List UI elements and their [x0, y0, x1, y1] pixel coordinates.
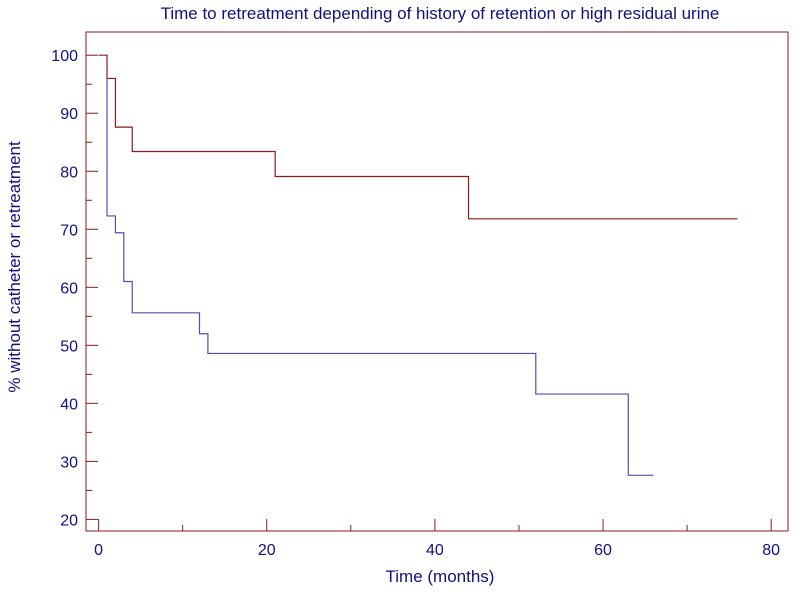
y-tick-label: 90 — [60, 106, 78, 123]
plot-frame — [85, 31, 789, 532]
y-tick-label: 60 — [60, 280, 78, 297]
y-tick-label: 70 — [60, 222, 78, 239]
y-tick-label: 80 — [60, 164, 78, 181]
x-axis-label: Time (months) — [385, 567, 495, 586]
y-tick-label: 50 — [60, 338, 78, 355]
x-tick-label: 20 — [258, 542, 276, 559]
chart-title: Time to retreatment depending of history… — [160, 4, 720, 23]
y-tick-label: 20 — [60, 512, 78, 529]
x-tick-label: 40 — [426, 542, 444, 559]
y-tick-label: 30 — [60, 454, 78, 471]
series-line-2 — [106, 78, 654, 476]
x-tick-label: 80 — [762, 542, 780, 559]
x-tick-label: 0 — [94, 542, 103, 559]
plot-area: 20 30 40 50 60 70 80 90 100 0 20 40 60 80 — [51, 31, 789, 559]
x-tick-label: 60 — [594, 542, 612, 559]
y-tick-label: 100 — [51, 48, 78, 65]
y-tick-label: 40 — [60, 396, 78, 413]
series-line-1 — [98, 54, 738, 220]
